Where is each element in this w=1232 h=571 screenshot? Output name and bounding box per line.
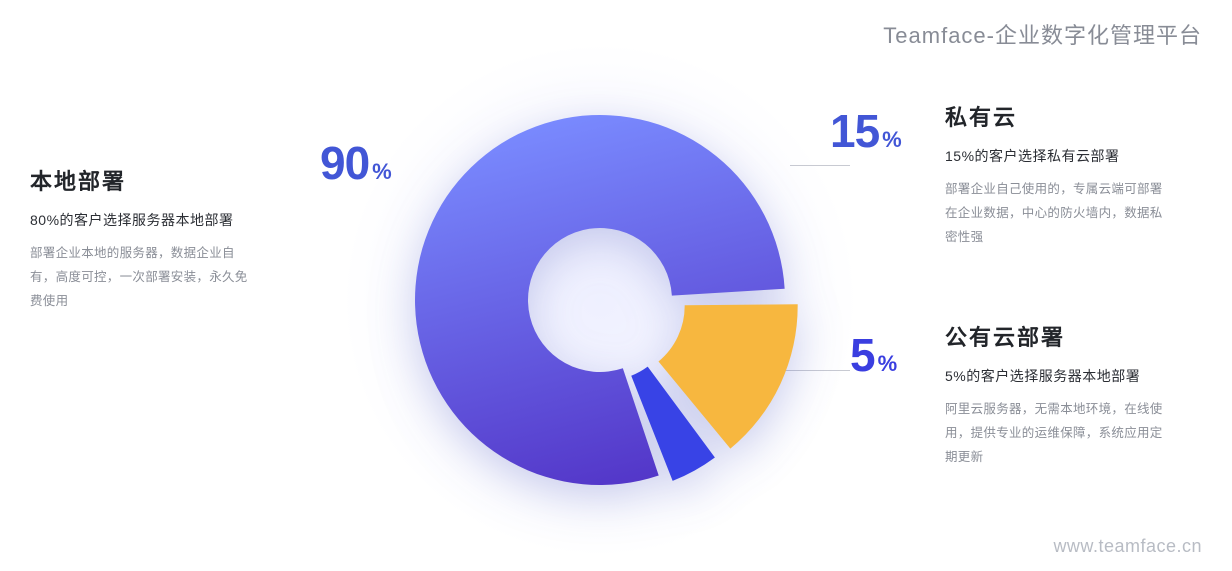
donut-svg (400, 100, 800, 500)
block-local: 本地部署 80%的客户选择服务器本地部署 部署企业本地的服务器，数据企业自有，高… (30, 164, 260, 313)
block-private: 私有云 15%的客户选择私有云部署 部署企业自己使用的，专属云端可部署在企业数据… (945, 100, 1175, 249)
page-title: Teamface-企业数字化管理平台 (883, 18, 1202, 50)
block-title: 私有云 (945, 100, 1175, 132)
percent-sign: % (372, 159, 391, 185)
pct-private: 15 % (830, 108, 901, 154)
pct-public: 5 % (850, 332, 896, 378)
footer-url: www.teamface.cn (1053, 536, 1202, 557)
pct-local: 90 % (320, 140, 391, 186)
block-subtitle: 5%的客户选择服务器本地部署 (945, 366, 1175, 386)
block-subtitle: 80%的客户选择服务器本地部署 (30, 210, 260, 230)
pct-value: 5 (850, 332, 875, 378)
block-title: 公有云部署 (945, 320, 1175, 352)
block-public: 公有云部署 5%的客户选择服务器本地部署 阿里云服务器，无需本地环境，在线使用，… (945, 320, 1175, 469)
block-title: 本地部署 (30, 164, 260, 196)
percent-sign: % (882, 127, 901, 153)
block-subtitle: 15%的客户选择私有云部署 (945, 146, 1175, 166)
percent-sign: % (878, 351, 897, 377)
pct-value: 15 (830, 108, 879, 154)
block-desc: 部署企业本地的服务器，数据企业自有，高度可控，一次部署安装，永久免费使用 (30, 242, 260, 313)
block-desc: 阿里云服务器，无需本地环境，在线使用，提供专业的运维保障，系统应用定期更新 (945, 398, 1175, 469)
block-desc: 部署企业自己使用的，专属云端可部署在企业数据，中心的防火墙内，数据私密性强 (945, 178, 1175, 249)
donut-chart (400, 100, 800, 500)
pct-value: 90 (320, 140, 369, 186)
